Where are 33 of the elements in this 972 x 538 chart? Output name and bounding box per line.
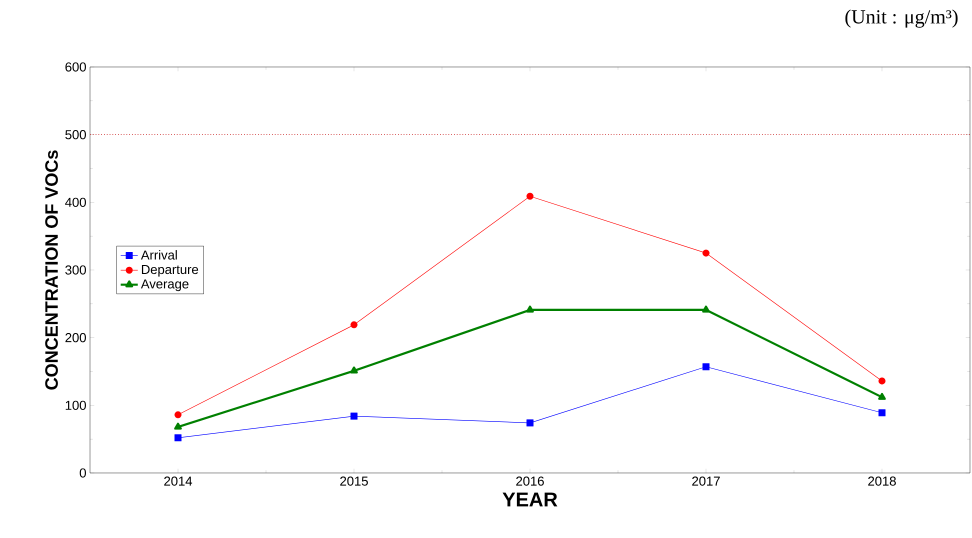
x-tick-label: 2017: [692, 476, 720, 486]
legend-label: Arrival: [140, 250, 177, 260]
x-tick-label: 2014: [164, 476, 192, 486]
point: [350, 366, 358, 374]
point: [526, 419, 534, 426]
point: [174, 422, 182, 430]
point: [174, 411, 182, 418]
point: [878, 409, 886, 416]
y-tick-label: 200: [65, 333, 86, 342]
x-tick-label: 2016: [516, 476, 544, 486]
y-tick-label: 600: [65, 62, 86, 72]
point: [702, 306, 710, 313]
legend-label: Average: [140, 279, 188, 292]
point: [526, 192, 534, 200]
legend-label: Departure: [142, 265, 198, 277]
y-tick-label: 400: [65, 198, 86, 207]
point: [702, 250, 710, 257]
point: [526, 306, 534, 313]
y-tick-label: 300: [65, 265, 86, 275]
x-axis-title: YEAR: [502, 492, 558, 506]
y-axis-title: CONCENTRATION OF VOCs: [45, 150, 58, 390]
text: (Unit : μg/m³): [845, 10, 958, 28]
point: [350, 412, 358, 420]
point: [878, 377, 886, 384]
point: [350, 321, 358, 328]
y-tick-label: 500: [65, 130, 86, 140]
point: [878, 392, 886, 400]
point: [702, 363, 710, 370]
y-tick-label: 100: [66, 400, 86, 410]
x-tick-label: 2015: [340, 476, 368, 486]
y-tick-label: 0: [80, 468, 86, 478]
point: [174, 434, 182, 442]
x-tick-label: 2018: [868, 476, 896, 486]
